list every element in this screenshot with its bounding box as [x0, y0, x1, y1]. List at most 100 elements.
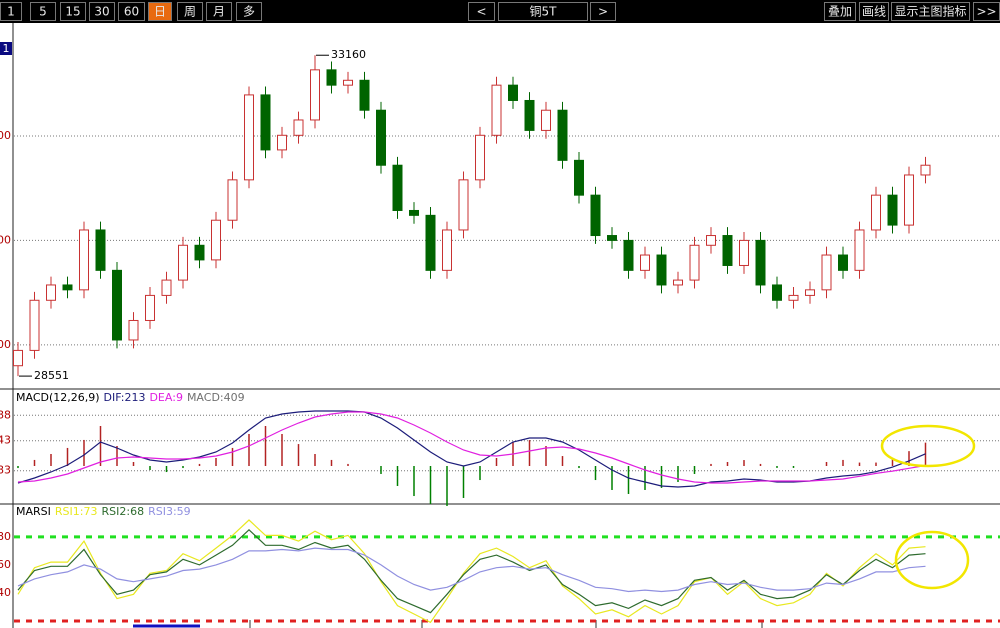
- candle-body: [277, 134, 287, 151]
- toolbar-button-label[interactable]: 1: [7, 5, 15, 19]
- legend-sep: :: [220, 391, 224, 404]
- toolbar-button[interactable]: [148, 2, 172, 21]
- candle-body: [13, 349, 23, 367]
- legend-name: RSI2: [101, 505, 126, 518]
- toolbar-button[interactable]: [206, 2, 232, 21]
- candle-body: [854, 229, 865, 271]
- toolbar-button[interactable]: [824, 2, 856, 21]
- candle-body: [574, 159, 584, 196]
- toolbar-button-label[interactable]: 月: [213, 5, 225, 19]
- candle-body: [211, 219, 221, 261]
- corner-marker-box: [0, 42, 12, 55]
- toolbar-button-label[interactable]: 叠加: [828, 5, 852, 19]
- toolbar-button-label[interactable]: 画线: [862, 5, 886, 19]
- toolbar-button[interactable]: [89, 2, 115, 21]
- candle-body: [904, 174, 914, 226]
- toolbar-button-label[interactable]: 周: [184, 5, 196, 19]
- legend-name: RSI1: [55, 505, 80, 518]
- y-tick-label: -83: [0, 464, 11, 477]
- toolbar-button[interactable]: [468, 2, 495, 21]
- y-tick-label: 30500: [0, 233, 11, 246]
- candle-body: [293, 119, 304, 136]
- candle-body: [359, 79, 370, 111]
- candle-body: [95, 229, 106, 271]
- y-tick-label: 443: [0, 434, 11, 447]
- toolbar-button-label[interactable]: 15: [65, 5, 80, 19]
- candle-body: [29, 299, 40, 351]
- candle-body: [607, 235, 617, 241]
- toolbar-button-label[interactable]: 30: [94, 5, 109, 19]
- candle-body: [590, 194, 601, 237]
- candle-body: [541, 109, 551, 131]
- candle-body: [673, 279, 683, 286]
- candle-body: [524, 99, 535, 131]
- toolbar-button[interactable]: [590, 2, 616, 21]
- legend-value: 409: [224, 391, 245, 404]
- toolbar-button-label[interactable]: 显示主图指标: [894, 4, 966, 19]
- toolbar-button-label[interactable]: >: [598, 5, 608, 19]
- candle-body: [656, 254, 667, 286]
- candle-body: [838, 254, 848, 271]
- toolbar-button[interactable]: [498, 2, 588, 21]
- legend-value: 68: [130, 505, 144, 518]
- legend-sep: :: [126, 505, 130, 518]
- toolbar-button[interactable]: [118, 2, 145, 21]
- toolbar-button[interactable]: [236, 2, 262, 21]
- candle-body: [755, 239, 766, 286]
- candle-body: [409, 209, 419, 216]
- toolbar-button-label[interactable]: 60: [124, 5, 139, 19]
- y-tick-label: 60: [0, 558, 11, 571]
- candle-body: [491, 84, 502, 136]
- toolbar-button-label[interactable]: >>: [976, 5, 996, 19]
- candle-body: [376, 109, 386, 166]
- candle-body: [161, 279, 172, 296]
- candle-body: [640, 254, 650, 271]
- candle-body: [425, 214, 436, 271]
- candle-body: [112, 269, 122, 341]
- low-annotation: 28551: [34, 369, 69, 382]
- candle-body: [145, 294, 155, 321]
- candle-body: [557, 109, 568, 161]
- candle-body: [46, 284, 56, 301]
- y-tick-label: 80: [0, 530, 11, 543]
- rsi-line: [17, 547, 926, 593]
- toolbar-button[interactable]: [30, 2, 56, 21]
- candle-body: [805, 289, 815, 296]
- y-tick-label: 29000: [0, 338, 11, 351]
- rsi-line: [17, 528, 926, 614]
- toolbar-button-label[interactable]: <: [476, 5, 486, 19]
- legend-value: 73: [83, 505, 97, 518]
- candle-body: [458, 179, 469, 231]
- legend-sep: :: [80, 505, 84, 518]
- toolbar-button-label[interactable]: 多: [243, 5, 255, 19]
- legend-sep: :: [173, 505, 177, 518]
- candle-body: [871, 194, 881, 231]
- toolbar-button-label[interactable]: 铜5T: [530, 4, 558, 19]
- toolbar-button[interactable]: [177, 2, 203, 21]
- toolbar-buttons: 1 5 15 30 60 日周月多 < 铜5T > 叠加 画线 显示主图指标 >>: [0, 2, 1000, 21]
- toolbar-button-label[interactable]: 5: [39, 5, 47, 19]
- toolbar-button[interactable]: [891, 2, 970, 21]
- candle-body: [343, 79, 353, 86]
- legend-value: 59: [177, 505, 191, 518]
- y-tick-label: 888: [0, 408, 11, 421]
- toolbar-button[interactable]: [60, 2, 86, 21]
- toolbar-button[interactable]: [859, 2, 889, 21]
- candle-body: [62, 284, 73, 291]
- high-annotation: 33160: [331, 48, 366, 61]
- y-tick-label: 32000: [0, 129, 11, 142]
- toolbar-button[interactable]: [0, 2, 22, 21]
- highlight-ellipse: [894, 530, 970, 590]
- candle-body: [689, 244, 700, 281]
- rsi-line: [17, 519, 926, 624]
- candle-body: [194, 244, 205, 261]
- indicator-header: MACD(12,26,9) DIF:213 DEA:9 MACD:409: [16, 391, 245, 404]
- candle-body: [788, 294, 799, 301]
- candle-body: [79, 229, 89, 291]
- candle-body: [442, 229, 452, 271]
- legend-sep: :: [172, 391, 176, 404]
- toolbar-button-label[interactable]: 日: [154, 5, 166, 19]
- candle-body: [722, 235, 733, 266]
- y-tick-label: 40: [0, 586, 11, 599]
